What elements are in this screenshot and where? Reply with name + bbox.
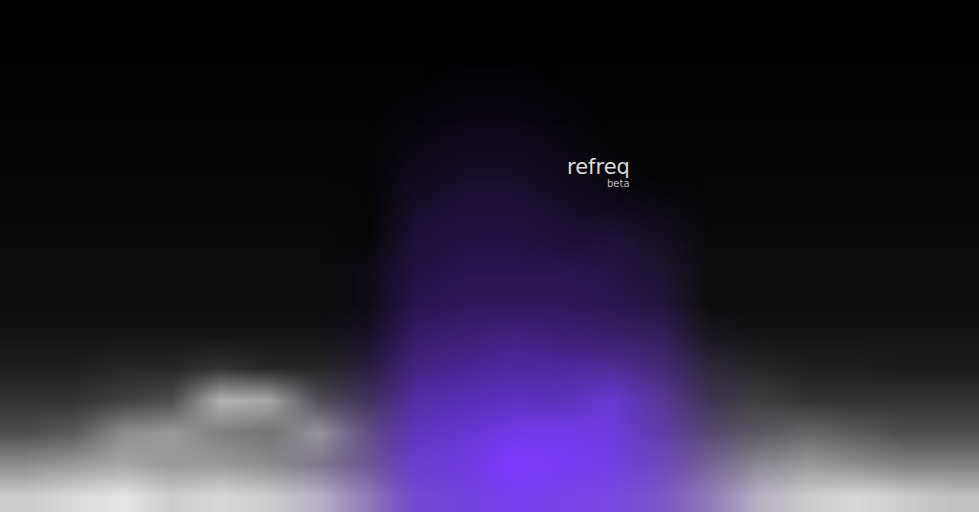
svg-text:refreq: refreq [567, 155, 630, 179]
svg-text:beta: beta [607, 178, 630, 189]
